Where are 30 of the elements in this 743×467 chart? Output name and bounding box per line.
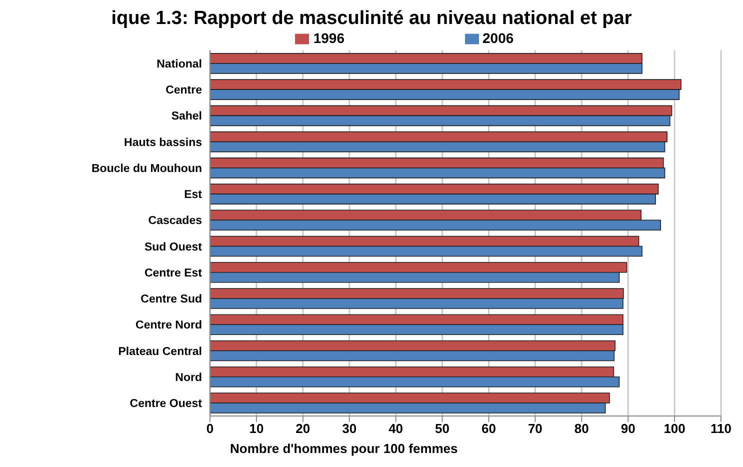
y-tick-label: Plateau Central [118, 346, 202, 358]
y-tick-label: Centre [166, 84, 202, 97]
legend-label: 2006 [482, 30, 514, 46]
x-tick-label: 50 [435, 421, 450, 436]
y-tick-label: Centre Sud [140, 294, 202, 306]
y-tick-label: Est [184, 189, 202, 202]
y-tick-label: Sud Ouest [144, 241, 202, 254]
x-tick-label: 40 [388, 421, 404, 436]
x-tick-label: 100 [664, 421, 686, 436]
legend-label: 1996 [313, 30, 344, 46]
x-tick-label: 10 [249, 421, 264, 436]
chart-title: ique 1.3: Rapport de masculinité au niveau national et par [110, 8, 633, 30]
y-tick-label: National [156, 58, 202, 70]
y-tick-label: Centre Nord [136, 320, 202, 332]
y-tick-label: Hauts bassins [124, 136, 202, 149]
y-tick-label: Centre Est [144, 267, 202, 280]
x-tick-label: 30 [342, 421, 357, 436]
y-tick-label: Sahel [171, 110, 202, 123]
x-tick-label: 60 [481, 421, 496, 436]
y-tick-label: Boucle du Mouhoun [91, 162, 202, 175]
x-tick-label: 20 [296, 421, 310, 436]
x-tick-label: 70 [528, 421, 542, 436]
x-tick-label: 80 [574, 421, 589, 436]
x-tick-label: 90 [620, 421, 636, 436]
y-tick-label: Centre Ouest [130, 398, 202, 410]
x-axis-title: Nombre d'hommes pour 100 femmes [229, 441, 459, 458]
x-tick-label: 0 [206, 421, 214, 436]
x-tick-label: 110 [710, 421, 732, 436]
y-tick-label: Nord [175, 372, 202, 384]
y-tick-label: Cascades [148, 215, 202, 228]
